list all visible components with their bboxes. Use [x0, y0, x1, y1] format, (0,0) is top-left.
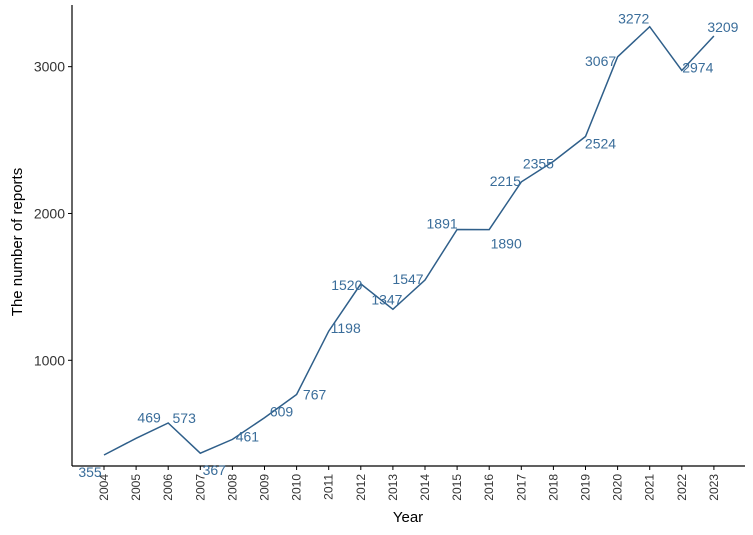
data-label: 573: [173, 410, 197, 426]
data-label: 1890: [491, 236, 522, 252]
x-ticks: 2004 2005 2006 2007 2008 2009 2010 2011 2012 2013…: [97, 466, 721, 501]
x-axis-title: Year: [393, 509, 423, 526]
x-tick-label: 2023: [707, 474, 721, 501]
x-tick-label: 2017: [514, 474, 528, 501]
y-tick-label: 1000: [34, 352, 65, 368]
data-label: 1891: [427, 216, 458, 232]
x-tick-label: 2010: [290, 474, 304, 501]
x-tick-label: 2019: [579, 474, 593, 501]
data-label: 2355: [523, 155, 554, 171]
axes: [71, 5, 745, 467]
x-tick-label: 2008: [225, 474, 239, 501]
series-line: [103, 25, 715, 456]
y-axis-title: The number of reports: [9, 168, 26, 316]
x-tick-label: 2011: [322, 474, 336, 500]
x-tick-label: 2022: [675, 474, 689, 501]
x-tick-label: 2016: [482, 474, 496, 501]
data-label: 3067: [585, 53, 616, 69]
x-tick-label: 2018: [546, 474, 560, 501]
x-tick-label: 2013: [386, 474, 400, 501]
y-ticks: 1000 2000 3000: [34, 59, 72, 368]
data-label: 469: [137, 409, 161, 425]
x-tick-label: 2005: [129, 474, 143, 501]
data-label: 1547: [392, 271, 423, 287]
data-label: 2974: [682, 60, 713, 76]
x-tick-label: 2015: [450, 474, 464, 501]
x-tick-label: 2021: [643, 474, 657, 501]
x-tick-label: 2006: [161, 474, 175, 501]
data-label: 3209: [707, 19, 738, 35]
x-tick-label: 2009: [258, 474, 272, 501]
data-label: 1198: [331, 320, 361, 336]
data-label: 1347: [371, 291, 402, 307]
data-label: 367: [203, 462, 227, 478]
x-tick-label: 2014: [418, 474, 432, 501]
data-label: 767: [303, 387, 327, 403]
x-tick-label: 2012: [354, 474, 368, 501]
data-label: 2215: [490, 173, 521, 189]
data-label: 2524: [585, 136, 616, 152]
data-label: 355: [78, 464, 102, 480]
x-tick-label: 2007: [193, 474, 207, 501]
data-label: 461: [236, 428, 260, 444]
data-labels: 355 469 573 367 461 609 767 1198 1520 1347 1547 189…: [78, 11, 738, 480]
data-label: 1520: [331, 277, 362, 293]
x-tick-label: 2020: [611, 474, 625, 501]
data-label: 3272: [618, 11, 649, 27]
y-tick-label: 3000: [34, 59, 65, 75]
x-tick-label: 2004: [97, 474, 111, 501]
data-label: 609: [270, 404, 294, 420]
y-tick-label: 2000: [34, 205, 65, 221]
